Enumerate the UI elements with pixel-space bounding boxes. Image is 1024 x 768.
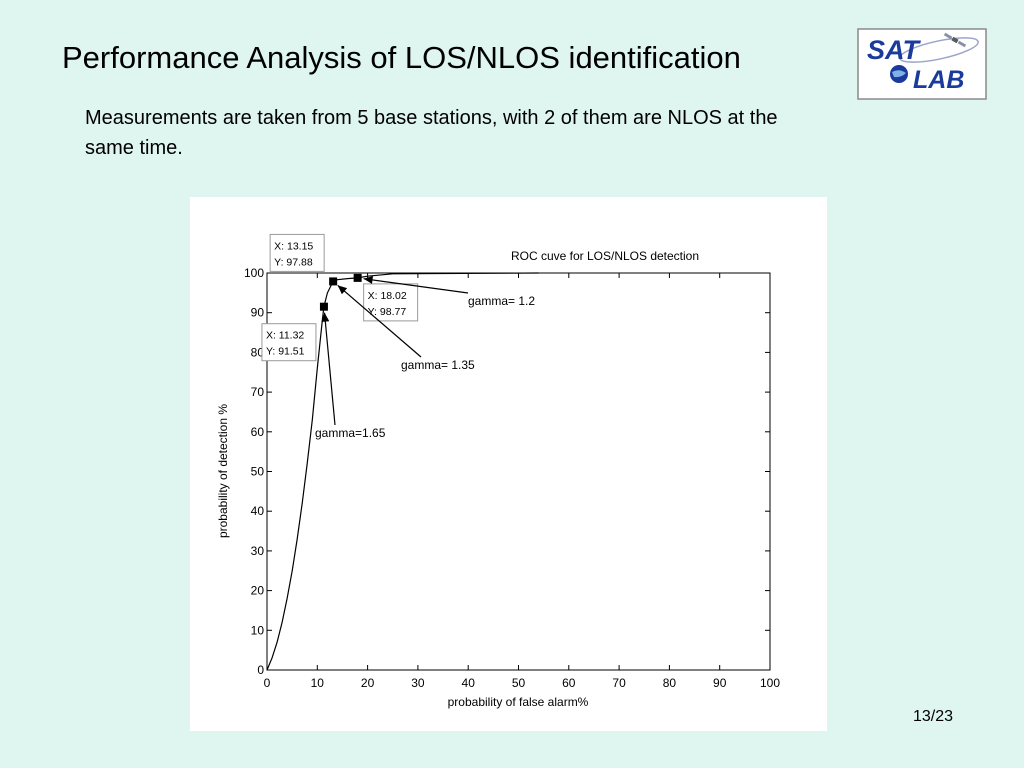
logo-text-sat: SAT: [867, 35, 922, 65]
annotation-arrow: [363, 278, 469, 294]
annotation-label: gamma=1.65: [315, 426, 386, 440]
datatip-box: [261, 323, 317, 362]
y-tick-label: 70: [251, 385, 265, 399]
x-tick-label: 40: [462, 676, 476, 690]
y-tick-label: 0: [257, 663, 264, 677]
datatip-x: X: 13.15: [274, 240, 313, 252]
x-tick-label: 10: [311, 676, 325, 690]
y-axis-label: probability of detection %: [216, 404, 230, 538]
y-tick-label: 90: [251, 306, 265, 320]
x-tick-label: 0: [264, 676, 271, 690]
arrow-head: [337, 285, 348, 295]
datatip-x: X: 11.32: [266, 330, 304, 342]
satellite-icon: [943, 32, 967, 48]
y-tick-label: 50: [251, 465, 265, 479]
slide-title: Performance Analysis of LOS/NLOS identif…: [62, 40, 741, 75]
x-tick-label: 100: [760, 676, 780, 690]
x-tick-label: 90: [713, 676, 727, 690]
y-tick-label: 30: [251, 544, 265, 558]
datatip-y: Y: 98.77: [368, 306, 407, 318]
annotation-arrow: [323, 312, 336, 426]
y-tick-label: 100: [244, 266, 264, 280]
data-marker: [329, 277, 338, 286]
x-tick-label: 20: [361, 676, 375, 690]
slide-subtitle: Measurements are taken from 5 base stati…: [85, 107, 778, 159]
datatip-y: Y: 97.88: [274, 256, 313, 268]
arrow-head: [321, 312, 330, 323]
x-tick-label: 80: [663, 676, 677, 690]
y-tick-label: 80: [251, 345, 265, 359]
data-marker: [353, 273, 362, 282]
annotation-arrow: [337, 284, 422, 358]
data-marker: [319, 302, 328, 311]
y-tick-label: 10: [251, 623, 265, 637]
arrow-head: [363, 275, 374, 284]
page-number: 13/23: [913, 708, 954, 725]
plot-area: [266, 272, 771, 671]
x-tick-label: 60: [562, 676, 576, 690]
datatip-x: X: 18.02: [368, 290, 407, 302]
y-tick-label: 60: [251, 425, 265, 439]
logo-text-lab: LAB: [913, 66, 964, 94]
satlab-logo: SAT LAB: [857, 28, 987, 100]
y-tick-label: 20: [251, 584, 265, 598]
datatip-box: [269, 233, 325, 272]
roc-chart: ROC cuve for LOS/NLOS detection 0 10 20 30 4…: [190, 197, 827, 731]
datatip-y: Y: 91.51: [266, 346, 305, 358]
chart-title: ROC cuve for LOS/NLOS detection: [511, 249, 699, 263]
y-tick-label: 40: [251, 504, 265, 518]
x-tick-label: 50: [512, 676, 526, 690]
x-axis-label: probability of false alarm%: [448, 695, 589, 709]
x-tick-label: 70: [612, 676, 626, 690]
annotation-label: gamma= 1.35: [401, 358, 475, 372]
x-tick-label: 30: [411, 676, 425, 690]
annotation-label: gamma= 1.2: [468, 294, 535, 308]
